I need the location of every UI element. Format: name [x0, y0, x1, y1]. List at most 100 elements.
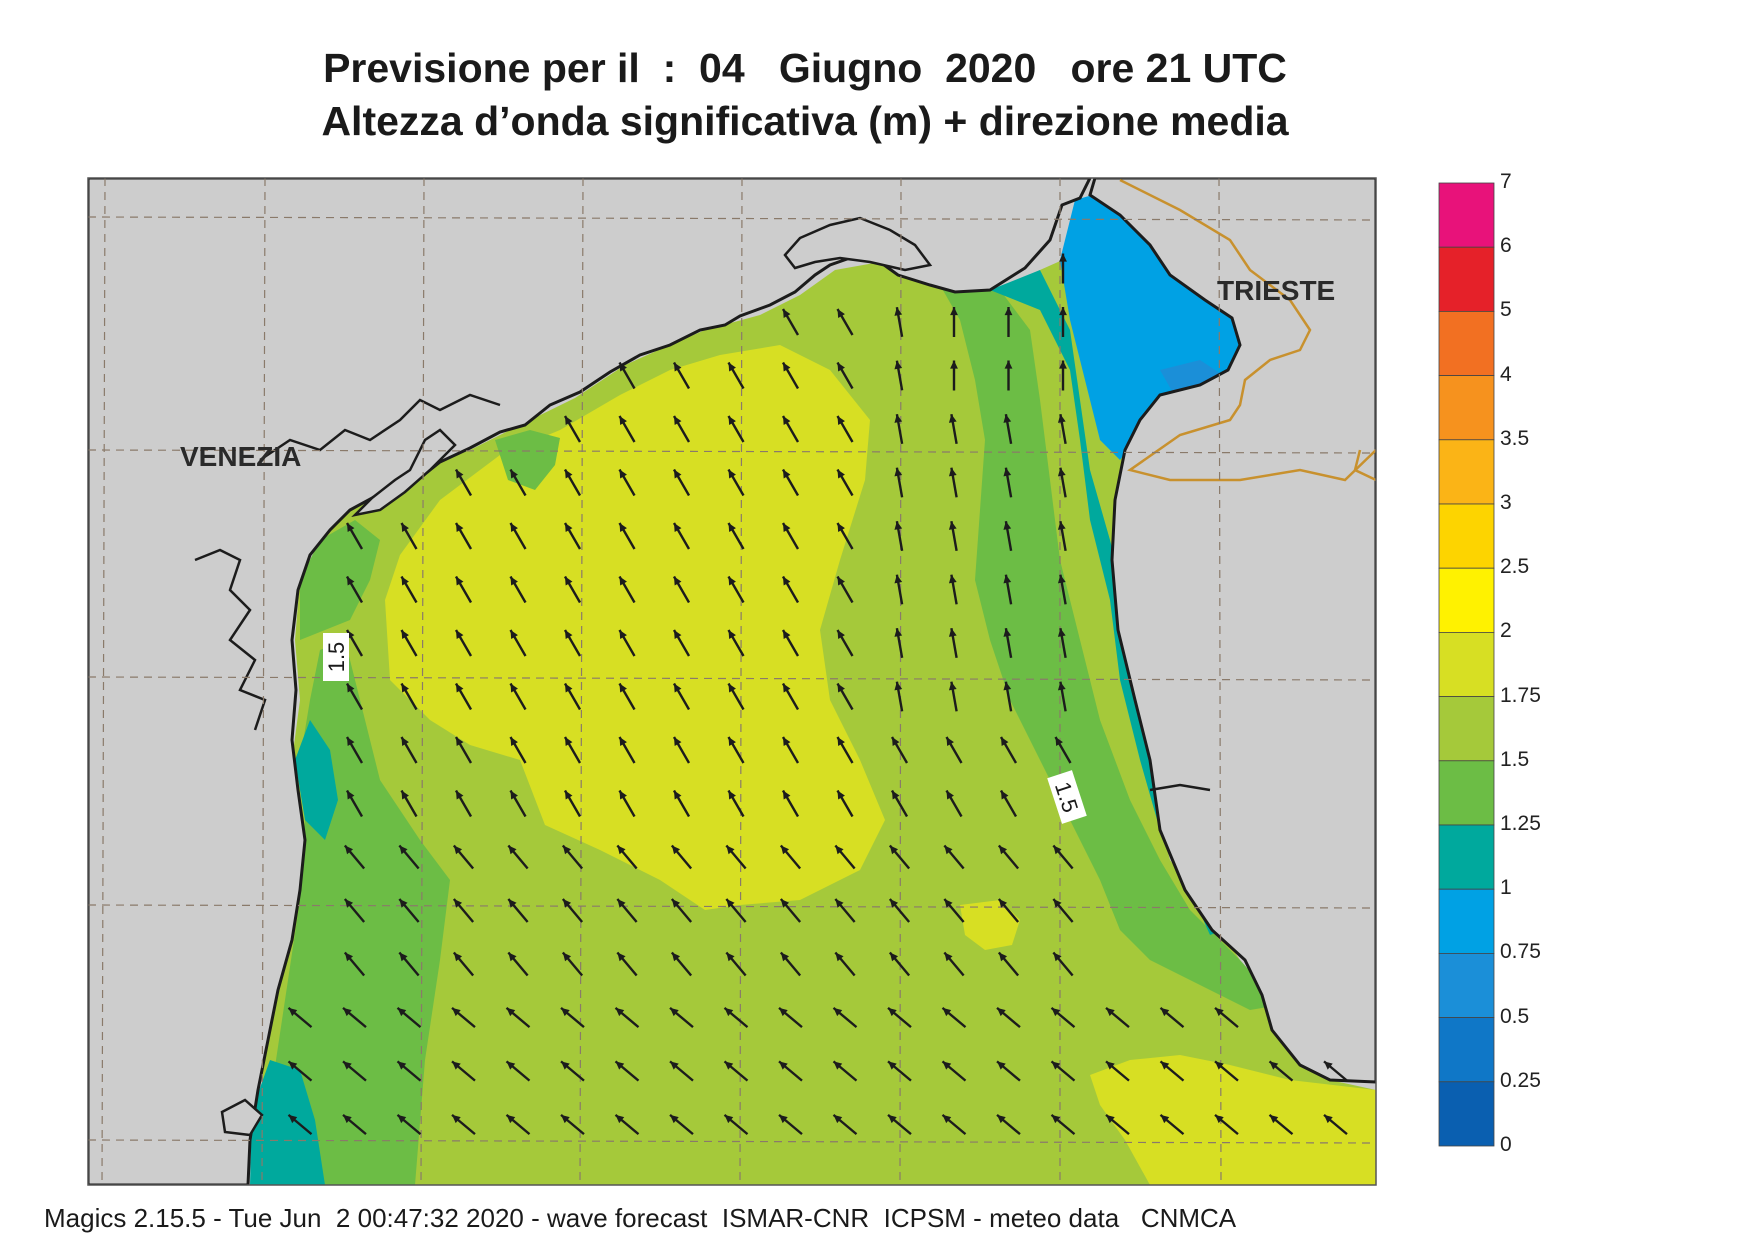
direction-arrowhead — [1057, 681, 1066, 691]
direction-arrowhead — [892, 790, 900, 800]
direction-arrowhead — [833, 1114, 843, 1124]
zone-1-75-2-southeast — [1090, 1055, 1376, 1185]
svg-text:1.5: 1.5 — [324, 642, 349, 673]
direction-arrowhead — [1057, 628, 1066, 637]
direction-arrowhead — [510, 790, 518, 800]
direction-arrowhead — [617, 952, 626, 962]
direction-arrowhead — [783, 737, 791, 746]
legend-swatch — [1438, 310, 1495, 376]
direction-arrowhead — [837, 737, 845, 746]
land-north — [88, 178, 1092, 1185]
legend-label: 5 — [1500, 298, 1512, 322]
direction-arrowhead — [344, 952, 354, 962]
direction-arrowhead — [674, 362, 682, 372]
border-line-2 — [1353, 449, 1376, 482]
direction-arrowhead — [1215, 1061, 1224, 1070]
direction-arrowhead — [561, 1007, 570, 1017]
direction-arrowhead — [950, 360, 958, 369]
direction-arrowhead — [456, 737, 464, 746]
direction-arrowhead — [1324, 1061, 1333, 1070]
direction-arrowhead — [619, 630, 627, 639]
direction-arrowhead — [619, 523, 627, 532]
legend-swatch — [1438, 953, 1495, 1019]
direction-arrowhead — [1160, 1007, 1170, 1017]
direction-arrowhead — [565, 416, 573, 425]
direction-arrowhead — [619, 469, 627, 479]
direction-arrowhead — [948, 414, 957, 423]
direction-arrowhead — [944, 899, 953, 908]
direction-arrowhead — [565, 576, 573, 586]
direction-arrowhead — [783, 469, 791, 479]
direction-arrowhead — [998, 952, 1008, 962]
direction-arrowhead — [399, 952, 408, 962]
direction-arrowhead — [894, 628, 903, 637]
direction-arrowhead — [615, 1007, 625, 1017]
legend-label: 1.25 — [1500, 812, 1541, 835]
direction-arrowhead — [510, 737, 518, 746]
direction-arrowhead — [1269, 1061, 1279, 1070]
direction-arrowhead — [1051, 1007, 1061, 1017]
direction-arrowhead — [452, 1061, 461, 1070]
direction-arrowhead — [671, 845, 681, 855]
direction-arrowhead — [783, 630, 791, 639]
direction-arrowhead — [783, 576, 791, 586]
direction-arrowhead — [1003, 521, 1012, 530]
direction-arrowhead — [837, 309, 845, 318]
direction-arrowhead — [347, 576, 355, 586]
direction-arrowhead — [998, 845, 1008, 855]
direction-arrowhead — [1053, 952, 1062, 962]
direction-arrowhead — [619, 737, 627, 746]
direction-arrowhead — [344, 845, 354, 855]
direction-arrowhead — [508, 845, 517, 855]
direction-arrowhead — [946, 790, 954, 800]
direction-arrowhead — [997, 1114, 1006, 1124]
direction-arrowhead — [998, 899, 1008, 908]
direction-arrowhead — [728, 469, 736, 479]
direction-arrowhead — [1057, 521, 1066, 530]
direction-arrowhead — [837, 576, 845, 586]
island-southwest — [220, 1098, 264, 1137]
direction-arrowhead — [1051, 1114, 1061, 1124]
direction-arrowhead — [948, 628, 957, 637]
direction-arrowhead — [674, 683, 682, 693]
direction-arrowhead — [401, 683, 409, 693]
direction-arrowhead — [728, 362, 736, 372]
direction-arrowhead — [506, 1114, 516, 1124]
direction-arrowhead — [728, 416, 736, 425]
direction-arrowhead — [510, 576, 518, 586]
title-line-1: Previsione per il : 04 Giugno 2020 ore 2… — [323, 45, 1287, 91]
direction-arrowhead — [888, 1007, 897, 1017]
land-east — [1088, 178, 1376, 1084]
legend-label: 2.5 — [1500, 555, 1530, 579]
direction-arrowhead — [401, 790, 409, 800]
coastline-detail — [194, 548, 267, 731]
direction-arrowhead — [726, 845, 735, 855]
direction-arrowhead — [508, 899, 517, 908]
direction-arrowhead — [506, 1007, 516, 1017]
direction-arrowhead — [288, 1007, 298, 1017]
place-label-venezia: VENEZIA — [180, 441, 301, 472]
legend-label: 1.75 — [1500, 683, 1541, 707]
direction-arrowhead — [401, 576, 409, 586]
legend-label: 4 — [1500, 362, 1512, 386]
direction-arrowhead — [835, 845, 844, 855]
direction-arrowhead — [894, 574, 903, 584]
direction-arrowhead — [401, 737, 409, 746]
direction-arrowhead — [1003, 628, 1012, 637]
legend-label: 0.75 — [1500, 940, 1541, 964]
direction-arrowhead — [892, 737, 900, 746]
direction-arrowhead — [894, 681, 903, 691]
direction-arrowhead — [343, 1007, 352, 1017]
direction-arrowhead — [783, 790, 791, 800]
direction-arrowhead — [1003, 467, 1012, 477]
title-line-2: Altezza d’onda significativa (m) + direz… — [321, 98, 1289, 144]
direction-arrowhead — [674, 523, 682, 532]
direction-arrowhead — [724, 1007, 734, 1017]
direction-arrowhead — [948, 467, 957, 477]
direction-arrowhead — [888, 1114, 897, 1124]
direction-arrowhead — [942, 1061, 952, 1070]
direction-arrowhead — [456, 683, 464, 693]
direction-arrowhead — [508, 952, 517, 962]
direction-arrowhead — [401, 523, 409, 532]
